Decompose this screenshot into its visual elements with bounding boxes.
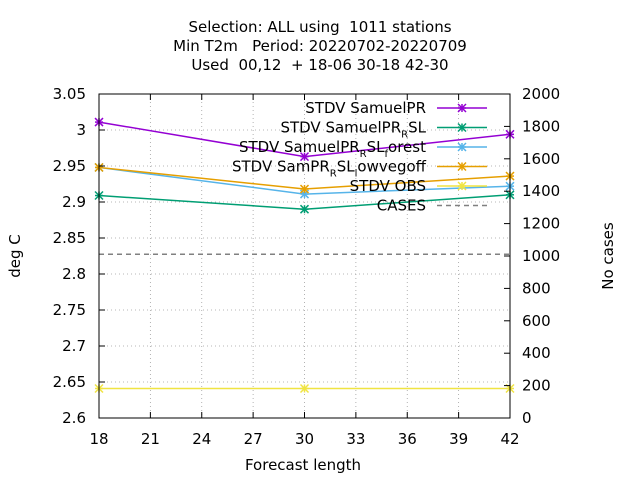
y2-tick-label: 200 [522, 377, 551, 395]
legend-label-cases: CASES [377, 197, 426, 215]
legend-marker-stdv-obs [457, 181, 467, 191]
y-tick-label: 2.75 [53, 301, 86, 319]
chart-title-line-1: Selection: ALL using 1011 stations [188, 18, 452, 36]
y2-tick-label: 600 [522, 312, 551, 330]
y-tick-label: 2.95 [53, 157, 86, 175]
chart-title-line-2: Min T2m Period: 20220702-20220709 [173, 37, 467, 55]
legend-label-stdv-samuelpr-rsl-forest: STDV SamuelPRRSLforest [239, 138, 426, 160]
y2-tick-label: 2000 [522, 85, 560, 103]
x-tick-label: 21 [141, 430, 160, 448]
y2-tick-label: 1600 [522, 150, 560, 168]
y2-axis-label: No cases [599, 222, 617, 290]
legend-marker-stdv-samuelpr-rsl-forest [457, 142, 467, 152]
y-tick-label: 2.8 [62, 265, 86, 283]
y-tick-label: 2.65 [53, 373, 86, 391]
y-tick-label: 3.05 [53, 85, 86, 103]
y-tick-label: 2.85 [53, 229, 86, 247]
y2-tick-label: 1200 [522, 215, 560, 233]
y2-tick-label: 1000 [522, 247, 560, 265]
legend-marker-stdv-sampr-rsl-lowvegoff [457, 161, 467, 172]
legend-label-stdv-sampr-rsl-lowvegoff: STDV SamPRRSLlowvegoff [232, 158, 427, 180]
y-axis-label: deg C [6, 234, 24, 278]
data-point-stdv-obs [299, 383, 310, 394]
y2-tick-label: 800 [522, 279, 551, 297]
series-layer [94, 117, 515, 394]
legend-label-stdv-samuelpr: STDV SamuelPR [305, 99, 426, 117]
y2-tick-label: 1400 [522, 182, 560, 200]
x-tick-label: 27 [244, 430, 263, 448]
y-tick-label: 2.6 [62, 409, 86, 427]
x-tick-label: 36 [398, 430, 417, 448]
chart-title-line-3: Used 00,12 + 18-06 30-18 42-30 [191, 56, 449, 74]
grid-lines [99, 94, 510, 418]
x-axis-label: Forecast length [245, 456, 361, 474]
x-tick-label: 18 [89, 430, 108, 448]
legend-marker-stdv-samuelpr-rsl [457, 122, 467, 133]
y-tick-label: 2.9 [62, 193, 86, 211]
data-point-stdv-sampr-rsl-lowvegoff [299, 184, 310, 194]
x-tick-label: 30 [295, 430, 314, 448]
axis-ticks: 18 21 24 27 30 33 36 39 422.62.652.72.752.82.852… [53, 85, 561, 448]
legend-label-stdv-samuelpr-rsl: STDV SamuelPRRSL [280, 119, 426, 141]
y2-tick-label: 400 [522, 344, 551, 362]
x-tick-label: 33 [346, 430, 365, 448]
data-point-stdv-samuelpr-rsl [299, 204, 310, 214]
y2-tick-label: 0 [522, 409, 532, 427]
legend-marker-stdv-samuelpr [457, 103, 467, 113]
y-tick-label: 2.7 [62, 337, 86, 355]
legend-label-stdv-obs: STDV OBS [350, 177, 426, 195]
data-point-stdv-samuelpr [299, 152, 310, 162]
y2-tick-label: 1800 [522, 117, 560, 135]
x-tick-label: 24 [192, 430, 211, 448]
x-tick-label: 42 [500, 430, 519, 448]
y-tick-label: 3 [76, 121, 86, 139]
x-tick-label: 39 [449, 430, 468, 448]
